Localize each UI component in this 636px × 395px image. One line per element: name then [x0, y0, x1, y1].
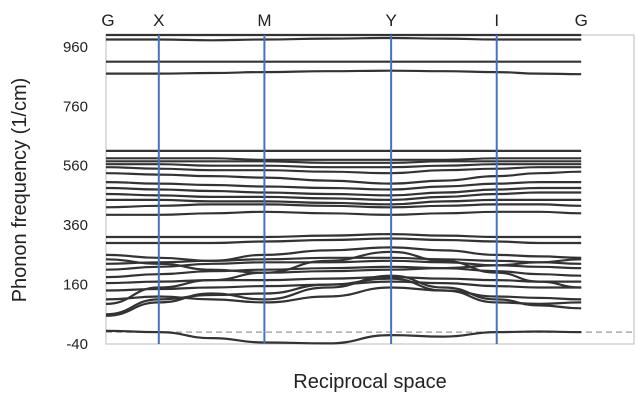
- phonon-band-1: [105, 329, 582, 345]
- phonon-band-14: [106, 232, 582, 239]
- y-tick-label: -40: [66, 336, 88, 353]
- high-symmetry-label-x-2: X: [153, 11, 164, 30]
- high-symmetry-label-y-4: Y: [385, 11, 396, 30]
- phonon-band-22: [105, 166, 582, 175]
- phonon-band-15: [105, 210, 582, 216]
- y-axis-title: Phonon frequency (1/cm): [9, 78, 31, 303]
- phonon-band-7: [105, 275, 582, 285]
- y-tick-label: 360: [63, 217, 88, 234]
- phonon-band-8: [105, 265, 582, 279]
- high-symmetry-label-g-6: G: [575, 11, 588, 30]
- y-tick-label: 560: [63, 158, 88, 175]
- high-symmetry-lines: [157, 35, 498, 344]
- phonon-band-27: [105, 69, 582, 76]
- phonon-band-10: [105, 256, 582, 265]
- y-tick-labels: -40 160 360 560 760 960: [63, 39, 88, 353]
- phonon-band-18: [105, 191, 582, 202]
- phonon-band-11: [105, 258, 582, 274]
- phonon-band-13: [106, 237, 582, 245]
- phonon-band-9: [105, 259, 582, 271]
- phonon-band-16: [105, 203, 582, 209]
- phonon-band-19: [105, 186, 582, 197]
- phonon-bands: [105, 33, 582, 345]
- phonon-band-21: [105, 170, 582, 185]
- high-symmetry-label-m-3: M: [257, 11, 271, 30]
- phonon-band-23: [105, 163, 582, 169]
- phonon-band-24: [106, 160, 582, 164]
- x-axis-title: Reciprocal space: [293, 371, 446, 393]
- y-tick-label: 760: [63, 98, 88, 115]
- high-symmetry-label-g-1: G: [101, 11, 114, 30]
- y-tick-label: 160: [63, 277, 88, 294]
- phonon-band-5: [105, 286, 582, 304]
- phonon-band-29: [105, 36, 582, 42]
- phonon-band-6: [105, 280, 582, 292]
- y-tick-label: 960: [63, 39, 88, 56]
- high-symmetry-label-i-5: I: [494, 11, 499, 30]
- phonon-band-12: [105, 246, 582, 262]
- phonon-band-25: [105, 157, 582, 161]
- phonon-band-20: [105, 180, 582, 191]
- phonon-band-17: [106, 198, 582, 206]
